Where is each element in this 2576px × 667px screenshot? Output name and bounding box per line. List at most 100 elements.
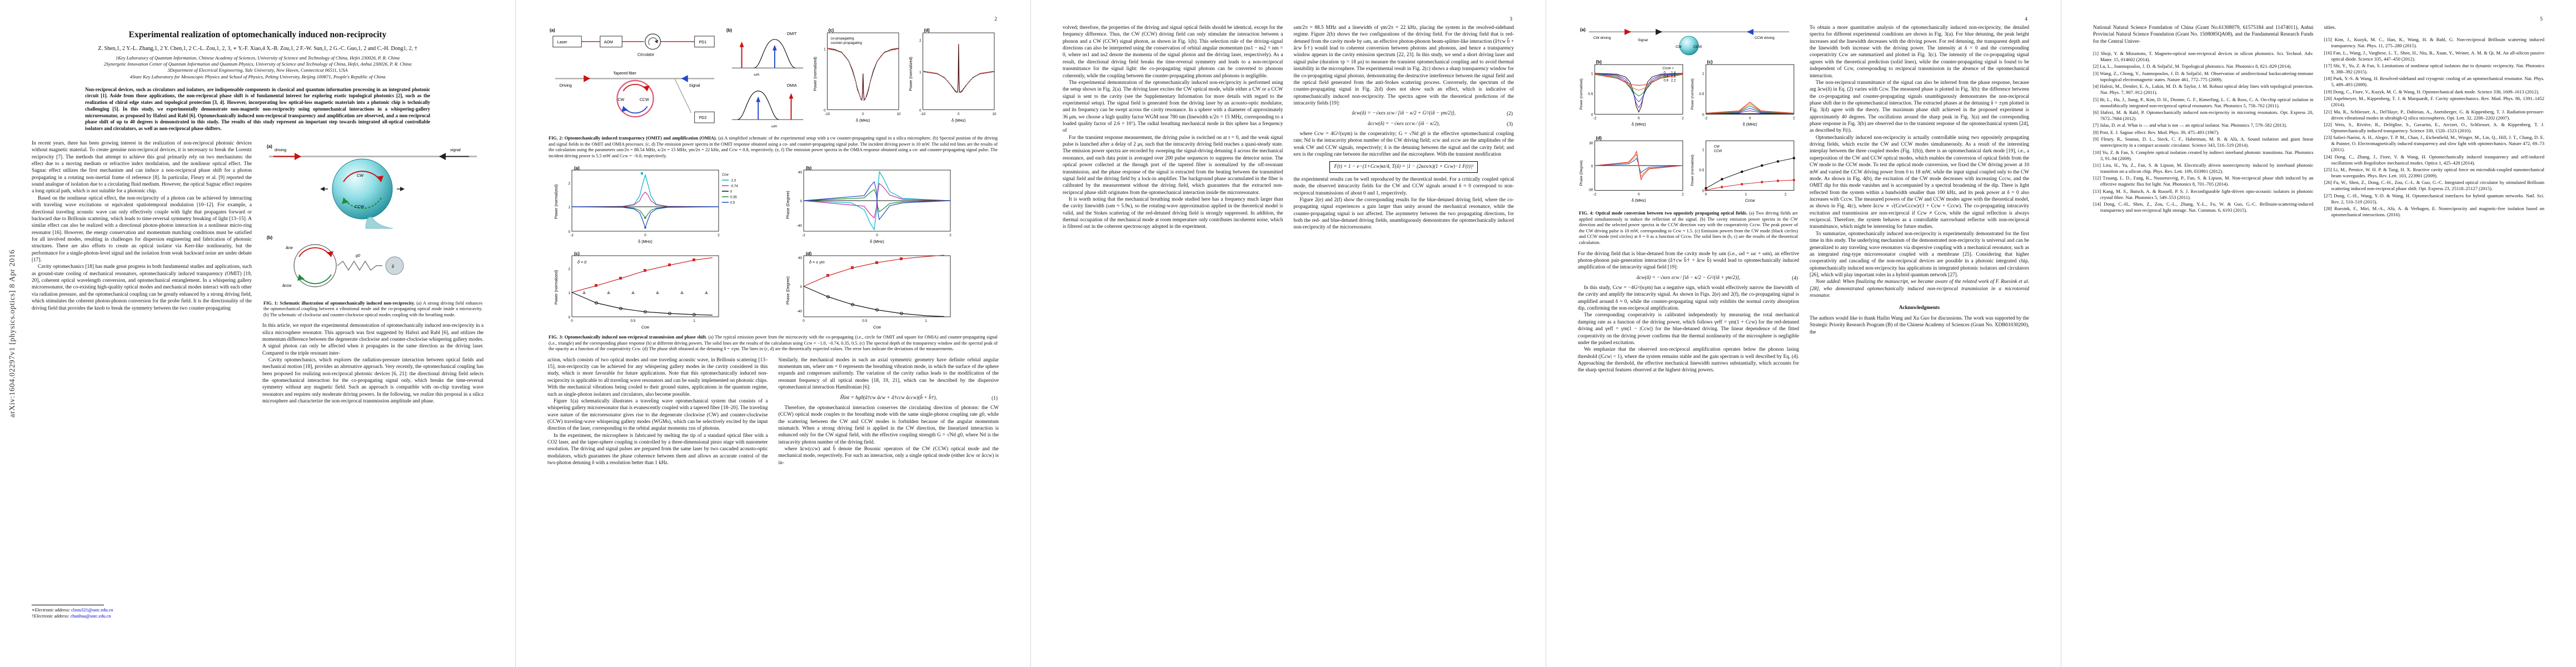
signal-arrow	[1656, 29, 1662, 35]
paragraph: To summarize, optomechanically induced n…	[1810, 231, 2029, 278]
ytick: 2	[919, 39, 921, 43]
omia-wm-label: ωm	[771, 125, 777, 128]
note-added: Note added: When finalizing the manuscri…	[1810, 279, 2029, 299]
ytick: 0	[1702, 190, 1705, 193]
xtick: 2	[718, 233, 720, 237]
ytick: -40	[796, 310, 802, 313]
affiliation-3: 3Department of Electrical Engineering, Y…	[167, 67, 348, 73]
aom-box	[600, 36, 622, 48]
legend-item: -0.74	[730, 185, 738, 188]
ytick: 0	[1591, 113, 1593, 117]
signal-arrow-icon	[439, 152, 446, 160]
fig4-caption-title: FIG. 4: Optical mode conversion between …	[1579, 211, 1748, 216]
reference: [23] Safavi-Naeini, A. H., Alegre, T. P.…	[2324, 135, 2545, 153]
phase-point	[899, 257, 903, 261]
legend-item: 0.9	[1663, 79, 1668, 83]
plot-frame	[1706, 141, 1795, 191]
fig3d-panel-letter: (d)	[806, 251, 812, 256]
xtick: 0	[644, 233, 646, 237]
reference: [3] Wang, Z., Chong, Y., Joannopoulos, J…	[2093, 70, 2314, 82]
xlabel: δ (MHz)	[1632, 122, 1646, 127]
pd1-box	[694, 36, 715, 48]
ytick: 0	[824, 108, 826, 112]
email-link-2[interactable]: chunhua@ustc.edu.cn	[70, 613, 111, 619]
ccw-point	[1705, 188, 1707, 192]
paragraph: where âcw(ccw) and b̂ denote the Bosonic…	[778, 446, 999, 466]
ylabel: Power (normalized)	[1691, 79, 1695, 110]
plot-frame	[923, 32, 995, 110]
ytick: 1	[568, 206, 570, 210]
fig2c-omit-plot: (c) co-propagating counter-propagating 0…	[813, 28, 901, 123]
ytick: 40	[798, 256, 802, 260]
omia-driving-arrowhead	[789, 93, 794, 99]
ytick: 40	[798, 171, 802, 175]
reference: [8] Post, E. J. Sagnac effect. Rev. Mod.…	[2093, 129, 2220, 135]
cw-series-label: CW	[1714, 145, 1720, 149]
laser-label: Laser	[557, 40, 567, 44]
page4-column-left: (a) CW driving CCW driving Signal CW CCW	[1578, 24, 1799, 374]
phase-curve-5	[803, 181, 950, 221]
reference: [7] Jalas, D. et al. What is — and what …	[2093, 122, 2288, 128]
xtick: 0	[958, 112, 960, 116]
omia-point	[619, 277, 622, 280]
ytick: -30	[1588, 188, 1593, 192]
ylabel: Power (normalized)	[909, 57, 913, 91]
omit-point	[643, 310, 647, 314]
fig3-caption-title: FIG. 3: Optomechanically induced non-rec…	[549, 335, 707, 340]
reference: [28] Ruesink, F., Miri, M.-A., Alù, A. &…	[2324, 206, 2545, 218]
page2-column-left: action, which consists of two optical mo…	[547, 357, 768, 467]
counter-point	[680, 291, 684, 295]
page4-column-right: To obtain a more quantitative analysis o…	[1810, 24, 2029, 374]
references-left: [1] Shoji, Y. & Mizumoto, T. Magneto-opt…	[2093, 51, 2314, 213]
cw-point	[1792, 157, 1796, 160]
plot-frame	[803, 255, 950, 317]
ylabel: Power (normalized)	[554, 185, 559, 219]
counter-point	[704, 291, 708, 295]
fig1b-mode-coupling-diagram: (b) âcw âccw b̂ g0	[267, 235, 404, 288]
spectrum-c5	[1595, 74, 1683, 86]
acknowledgments-text: The authors would like to thank Hailin W…	[1810, 315, 2029, 335]
reference: [6] Hafezi, M. & Rabl, P. Optomechanical…	[2093, 109, 2314, 121]
ccw-point	[1721, 186, 1723, 189]
omit-label: OMIT	[787, 32, 797, 36]
ylabel: Power (normalized)	[1580, 79, 1583, 110]
paragraph: Optomechanically induced non-reciprocity…	[1810, 135, 2029, 230]
fig2-caption-body: (a) A simplified schematic of the experi…	[549, 136, 998, 158]
marker	[640, 172, 643, 175]
circulator-icon	[645, 33, 661, 50]
paragraph: In recent years, there has been growing …	[32, 140, 252, 195]
reference: [12] Tzuang, L. D., Fang, K., Nussenzvei…	[2093, 175, 2314, 187]
tapered-fiber	[269, 155, 477, 157]
reference: [27] Dong, C.-H., Wang, Y.-D. & Wang, H.…	[2324, 192, 2545, 205]
xlabel: δ (MHz)	[638, 239, 652, 244]
ylabel: Phase (Degree)	[785, 276, 790, 305]
ccw-point	[1741, 183, 1743, 186]
counter-point	[582, 291, 586, 295]
plot-frame	[1595, 64, 1683, 115]
fig1-caption-body: (a) A strong driving field enhances the …	[263, 300, 482, 317]
ytick: 1	[919, 71, 921, 74]
omit-cavity-lorentzian	[754, 39, 796, 68]
refl-c1	[1706, 111, 1794, 115]
reference: [13] Kang, M. S., Butsch, A. & Russell, …	[2093, 188, 2314, 200]
marker	[644, 226, 646, 229]
omia-point	[692, 258, 695, 262]
fig3b-panel-letter: (b)	[806, 166, 812, 171]
equation-1: Ĥint = ħg0(â†cw âcw + â†ccw âccw)(b̂ + b…	[779, 395, 999, 401]
fig2a-panel-letter: (a)	[550, 28, 555, 33]
ytick: 0	[800, 285, 802, 289]
paragraph: ωm/2π = 88.5 MHz and a linewidth of γm/2…	[1293, 25, 1514, 106]
paragraph: Figure 1(a) schematically illustrates a …	[547, 398, 768, 432]
fig2c-co-label: co-propagating	[831, 37, 855, 41]
xtick: -2	[1593, 117, 1597, 121]
fig4c-panel-letter: (c)	[1707, 60, 1713, 65]
fig1b-g0-label: g0	[356, 253, 360, 258]
paragraph: The experimental demonstration of the op…	[1063, 79, 1283, 134]
fig2b-spectral-diagram: (b) ωm OMIT ωm OMIA	[726, 28, 804, 128]
paper-title: Experimental realization of optomechanic…	[128, 30, 387, 39]
mechanical-mode-circle	[385, 256, 404, 275]
xtick: 0.5	[862, 319, 867, 323]
email-link-1[interactable]: clzou321@ustc.edu.cn	[71, 607, 113, 613]
footnotes: ∗Electronic address: clzou321@ustc.edu.c…	[32, 604, 253, 619]
xlabel: δ (MHz)	[951, 118, 965, 123]
